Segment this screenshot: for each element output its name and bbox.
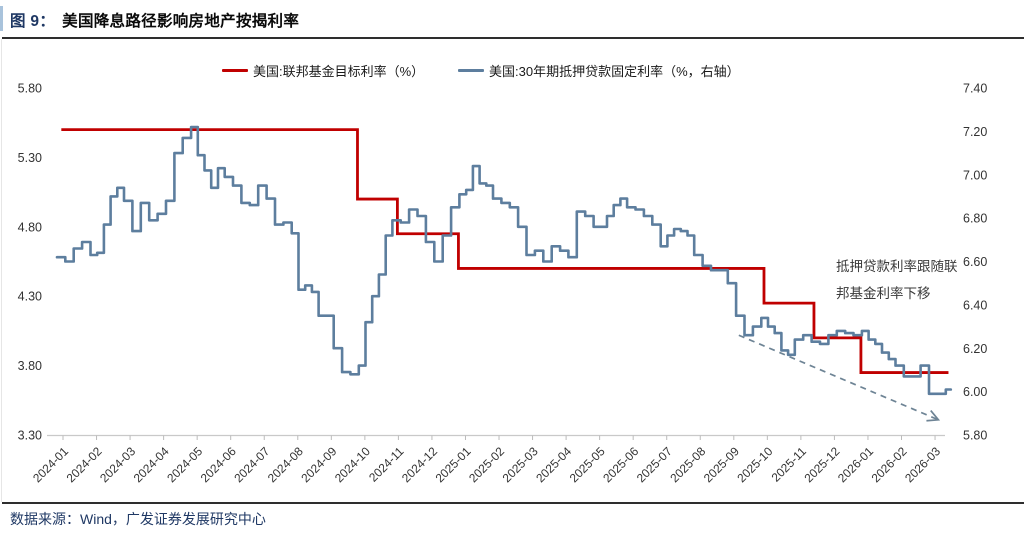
x-axis-tick-label: 2025-12 (801, 444, 842, 485)
left-axis-tick-label: 3.80 (18, 359, 42, 373)
legend-label-fed-funds: 美国:联邦基金目标利率（%） (253, 64, 425, 79)
x-axis-tick-label: 2025-08 (667, 444, 708, 485)
bottom-divider (2, 502, 1024, 504)
mortgage-series-line (55, 125, 953, 396)
right-axis-tick-label: 6.40 (963, 298, 987, 312)
fed-funds-series-line (61, 128, 949, 374)
x-axis-tick-label: 2025-10 (734, 444, 775, 485)
left-axis-tick-label: 4.80 (18, 220, 42, 234)
x-axis-tick-label: 2024-12 (399, 444, 440, 485)
x-axis-tick-label: 2025-07 (634, 444, 675, 485)
right-axis-tick-label: 7.00 (963, 168, 987, 182)
chart-annotation-text: 邦基金利率下移 (836, 285, 931, 301)
left-border-line (1, 39, 2, 502)
fed-funds-line-swatch (222, 68, 248, 73)
right-axis-tick-label: 6.00 (963, 385, 987, 399)
right-axis-tick-label: 7.20 (963, 125, 987, 139)
x-axis-tick-label: 2026-03 (902, 444, 943, 485)
x-axis-tick-label: 2024-03 (97, 444, 138, 485)
figure-number-label: 图 9： (10, 13, 56, 30)
x-axis-tick-label: 2024-02 (64, 444, 105, 485)
trend-arrow-head (926, 410, 941, 422)
x-axis-tick-label: 2024-08 (265, 444, 306, 485)
x-axis-tick-label: 2024-09 (298, 444, 339, 485)
figure-title: 美国降息路径影响房地产按揭利率 (62, 13, 300, 30)
x-axis-tick-label: 2024-11 (366, 444, 407, 485)
x-axis-tick-label: 2024-07 (231, 444, 272, 485)
left-axis-tick-label: 4.30 (18, 290, 42, 304)
data-source: 数据来源：Wind，广发证券发展研究中心 (10, 511, 266, 527)
x-axis-tick-label: 2025-03 (500, 444, 541, 485)
x-axis-tick-label: 2025-01 (433, 444, 474, 485)
x-axis-tick-label: 2025-06 (600, 444, 641, 485)
x-axis-tick-label: 2025-11 (769, 444, 810, 485)
x-axis-tick-label: 2025-05 (567, 444, 608, 485)
left-accent-bar (0, 6, 3, 31)
trend-arrow-shaft (738, 334, 939, 421)
x-axis-tick-label: 2024-06 (198, 444, 239, 485)
x-axis-tick-label: 2026-01 (835, 444, 876, 485)
x-axis-tick-label: 2024-01 (30, 444, 71, 485)
top-divider (2, 37, 1024, 39)
right-axis-tick-label: 6.80 (963, 212, 987, 226)
x-axis-tick-label: 2024-04 (131, 444, 172, 485)
right-axis-tick-label: 6.60 (963, 255, 987, 269)
figure-title-row: 图 9： 美国降息路径影响房地产按揭利率 (10, 9, 299, 31)
x-axis-tick-label: 2025-02 (466, 444, 507, 485)
chart-annotation-text: 抵押贷款利率跟随联 (836, 258, 958, 274)
x-axis-tick-label: 2025-09 (701, 444, 742, 485)
x-axis-tick-label: 2024-10 (332, 444, 373, 485)
x-axis-tick-label: 2026-02 (869, 444, 910, 485)
x-axis-tick-label: 2024-05 (164, 444, 205, 485)
legend-label-mortgage-rate: 美国:30年期抵押贷款固定利率（%，右轴） (489, 64, 740, 79)
right-axis-tick-label: 7.40 (963, 82, 987, 96)
left-axis-tick-label: 5.30 (18, 151, 42, 165)
x-axis-tick-label: 2025-04 (533, 444, 574, 485)
left-axis-tick-label: 5.80 (18, 82, 42, 96)
right-axis-tick-label: 6.20 (963, 342, 987, 356)
left-axis-tick-label: 3.30 (18, 429, 42, 443)
legend-item-mortgage-rate: 美国:30年期抵押贷款固定利率（%，右轴） (458, 62, 740, 79)
mortgage-line-swatch (458, 68, 484, 73)
right-axis-tick-label: 5.80 (963, 429, 987, 443)
legend-item-fed-funds: 美国:联邦基金目标利率（%） (222, 62, 424, 79)
